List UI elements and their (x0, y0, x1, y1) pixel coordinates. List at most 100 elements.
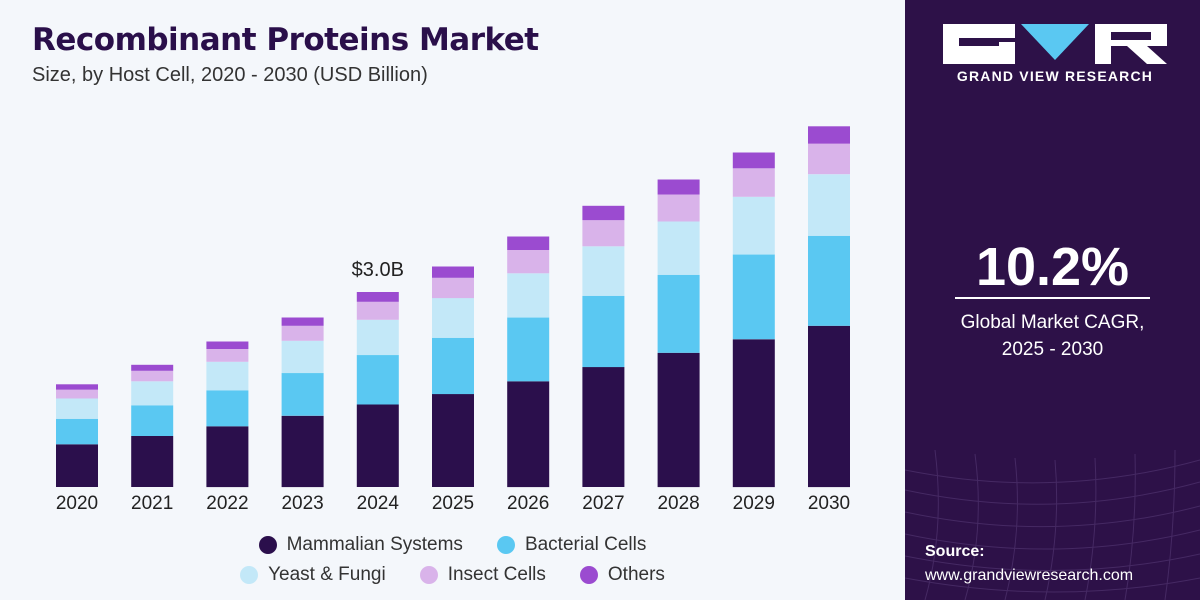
x-tick-label-2027: 2027 (582, 493, 624, 514)
bar-segment-2026-bacterial-cells (507, 317, 550, 382)
bar-segment-2021-yeast-fungi (131, 381, 174, 406)
bar-segment-2025-yeast-fungi (432, 298, 474, 338)
bar-segment-2028-yeast-fungi (657, 221, 700, 275)
legend-label-yeast: Yeast & Fungi (268, 564, 386, 585)
bar-segment-2029-mammalian-systems (732, 339, 775, 488)
bar-segment-2029-yeast-fungi (732, 196, 775, 255)
bar-segment-2030-insect-cells (808, 143, 850, 175)
bar-segment-2026-mammalian-systems (507, 381, 550, 488)
stacked-bar-chart: 2020 2021 2022 2023 2024 $3.0B 2025 2026 2027 202… (56, 126, 850, 514)
bar-segment-2024-insect-cells (356, 301, 399, 320)
grid-decoration (905, 449, 1200, 600)
bar-segment-2020-insect-cells (56, 389, 98, 399)
bar-segment-2027-insect-cells (582, 220, 625, 247)
x-tick-label-2024: 2024 (357, 493, 400, 514)
bar-segment-2025-insect-cells (432, 277, 474, 299)
bar-segment-2026-insect-cells (507, 250, 550, 274)
bar-segment-2028-bacterial-cells (657, 274, 700, 353)
bar-segment-2024-bacterial-cells (356, 355, 399, 405)
side-panel: GRAND VIEW RESEARCH 10.2% Global Market … (905, 0, 1200, 600)
chart-title: Recombinant Proteins Market (32, 22, 539, 58)
x-tick-label-2026: 2026 (507, 493, 549, 514)
chart-legend: Mammalian Systems Bacterial Cells Yeast … (0, 534, 905, 594)
legend-label-others: Others (607, 564, 665, 585)
gvr-logo: GRAND VIEW RESEARCH (943, 24, 1167, 84)
gvr-logo-mark (943, 24, 1167, 64)
x-tick-label-2028: 2028 (657, 493, 699, 514)
bar-segment-2028-mammalian-systems (657, 352, 700, 488)
bar-segment-2020-yeast-fungi (56, 398, 98, 419)
cagr-value: 10.2% (975, 237, 1130, 297)
legend-item-insect: Insect Cells (419, 564, 546, 586)
x-tick-label-2020: 2020 (56, 493, 98, 514)
bar-segment-2023-bacterial-cells (281, 373, 324, 416)
cagr-divider (955, 297, 1150, 299)
bar-segment-2022-bacterial-cells (206, 390, 249, 427)
legend-row-2: Yeast & Fungi Insect Cells Others (0, 564, 905, 586)
bar-segment-2021-bacterial-cells (131, 405, 174, 436)
legend-label-insect: Insect Cells (447, 564, 546, 585)
bar-segment-2020-mammalian-systems (56, 444, 98, 487)
bar-segment-2023-insect-cells (281, 325, 324, 341)
cagr-label-line1: Global Market CAGR, (960, 312, 1145, 333)
brand-name: GRAND VIEW RESEARCH (956, 68, 1154, 84)
legend-swatch-others (579, 566, 598, 584)
bar-segment-2021-mammalian-systems (131, 436, 174, 487)
source-url[interactable]: www.grandviewresearch.com (925, 567, 1134, 584)
bar-segment-2030-mammalian-systems (808, 325, 850, 488)
bar-segment-2024-others (356, 292, 399, 302)
legend-label-bacterial: Bacterial Cells (524, 534, 647, 555)
bar-segment-2025-bacterial-cells (432, 337, 474, 395)
bar-segment-2020-others (56, 384, 98, 390)
legend-swatch-mammalian (258, 536, 277, 554)
bar-segment-2027-bacterial-cells (582, 295, 625, 368)
x-tick-label-2021: 2021 (131, 493, 173, 514)
bar-segment-2027-yeast-fungi (582, 246, 625, 296)
bar-segment-2029-bacterial-cells (732, 254, 775, 340)
x-tick-label-2030: 2030 (808, 493, 850, 514)
bar-segment-2026-yeast-fungi (507, 273, 550, 318)
bar-segment-2024-mammalian-systems (356, 404, 399, 487)
bar-segment-2020-bacterial-cells (56, 418, 98, 445)
bar-segment-2024-yeast-fungi (356, 319, 399, 356)
legend-swatch-yeast (240, 566, 259, 584)
bar-segment-2022-others (206, 341, 249, 349)
chart-area: Recombinant Proteins Market Size, by Hos… (0, 22, 905, 594)
x-tick-label-2029: 2029 (733, 493, 775, 514)
bar-segment-2027-others (582, 205, 625, 221)
bar-segment-2025-others (432, 266, 474, 278)
bar-segment-2026-others (507, 236, 550, 250)
bar-segment-2030-yeast-fungi (808, 174, 850, 236)
bar-segment-2022-yeast-fungi (206, 361, 249, 391)
data-label-2024: $3.0B (352, 259, 404, 281)
x-tick-label-2023: 2023 (281, 493, 323, 514)
chart-subtitle: Size, by Host Cell, 2020 - 2030 (USD Bil… (32, 64, 428, 86)
bar-segment-2029-others (732, 152, 775, 169)
legend-swatch-bacterial (496, 536, 515, 554)
bar-segment-2025-mammalian-systems (432, 394, 474, 487)
legend-row-1: Mammalian Systems Bacterial Cells (0, 534, 905, 556)
bar-segment-2023-others (281, 317, 324, 326)
cagr-label: Global Market CAGR, 2025 - 2030 (905, 309, 1200, 363)
legend-item-yeast: Yeast & Fungi (240, 564, 386, 586)
bar-segment-2022-mammalian-systems (206, 426, 249, 488)
source-title: Source: (925, 543, 985, 560)
legend-item-bacterial: Bacterial Cells (496, 534, 647, 556)
cagr-label-line2: 2025 - 2030 (1001, 339, 1104, 360)
bar-segment-2022-insect-cells (206, 349, 249, 362)
bar-segment-2029-insect-cells (732, 168, 775, 197)
bar-segment-2027-mammalian-systems (582, 367, 625, 487)
legend-item-others: Others (579, 564, 665, 586)
legend-label-mammalian: Mammalian Systems (286, 534, 463, 555)
bar-segment-2030-bacterial-cells (808, 235, 850, 326)
bar-segment-2021-others (131, 364, 174, 371)
bar-segment-2021-insect-cells (131, 370, 174, 382)
x-tick-label-2022: 2022 (206, 493, 248, 514)
bar-segment-2028-insect-cells (657, 194, 700, 222)
x-tick-label-2025: 2025 (432, 493, 474, 514)
bar-segment-2030-others (808, 126, 850, 144)
bar-segment-2023-yeast-fungi (281, 340, 324, 374)
legend-item-mammalian: Mammalian Systems (258, 534, 463, 556)
legend-swatch-insect (419, 566, 438, 584)
bar-segment-2023-mammalian-systems (281, 415, 324, 488)
